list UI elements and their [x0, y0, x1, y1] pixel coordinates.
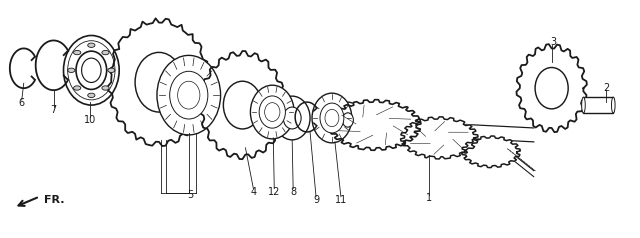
Ellipse shape	[76, 51, 107, 89]
Ellipse shape	[259, 96, 285, 128]
Ellipse shape	[320, 103, 344, 133]
Ellipse shape	[535, 68, 568, 109]
Text: 10: 10	[84, 115, 97, 125]
Ellipse shape	[74, 86, 81, 90]
Ellipse shape	[462, 136, 520, 168]
Ellipse shape	[74, 50, 81, 55]
Ellipse shape	[102, 86, 109, 90]
Ellipse shape	[284, 107, 301, 129]
Ellipse shape	[108, 20, 211, 144]
Ellipse shape	[275, 96, 310, 140]
Ellipse shape	[135, 52, 183, 112]
Ellipse shape	[68, 68, 75, 72]
Ellipse shape	[108, 68, 115, 72]
Polygon shape	[401, 117, 478, 159]
Polygon shape	[108, 18, 210, 146]
Ellipse shape	[102, 50, 109, 55]
Ellipse shape	[157, 55, 221, 135]
Text: 3: 3	[550, 37, 557, 47]
Text: 2: 2	[603, 83, 609, 93]
Ellipse shape	[516, 46, 588, 130]
Polygon shape	[516, 44, 587, 132]
Ellipse shape	[198, 53, 286, 157]
Ellipse shape	[342, 113, 353, 127]
Ellipse shape	[223, 81, 262, 129]
Ellipse shape	[312, 93, 352, 143]
Ellipse shape	[88, 43, 95, 47]
Ellipse shape	[88, 93, 95, 98]
Text: 6: 6	[19, 98, 25, 108]
Ellipse shape	[170, 71, 208, 119]
Polygon shape	[461, 136, 520, 168]
Ellipse shape	[334, 102, 362, 138]
Polygon shape	[328, 100, 421, 150]
Ellipse shape	[582, 97, 585, 113]
Polygon shape	[199, 51, 285, 159]
Text: 1: 1	[426, 193, 433, 203]
Text: 7: 7	[51, 105, 57, 115]
Text: FR.: FR.	[44, 194, 64, 204]
Text: 4: 4	[250, 187, 257, 197]
Text: 5: 5	[188, 189, 194, 199]
Bar	[584, 97, 613, 113]
Ellipse shape	[611, 97, 615, 113]
Ellipse shape	[63, 35, 119, 105]
Ellipse shape	[250, 85, 294, 139]
Ellipse shape	[401, 117, 478, 159]
Text: 9: 9	[313, 194, 319, 204]
Text: 12: 12	[268, 187, 280, 197]
Ellipse shape	[328, 99, 421, 151]
Text: 8: 8	[290, 187, 296, 197]
Text: 11: 11	[335, 194, 347, 204]
